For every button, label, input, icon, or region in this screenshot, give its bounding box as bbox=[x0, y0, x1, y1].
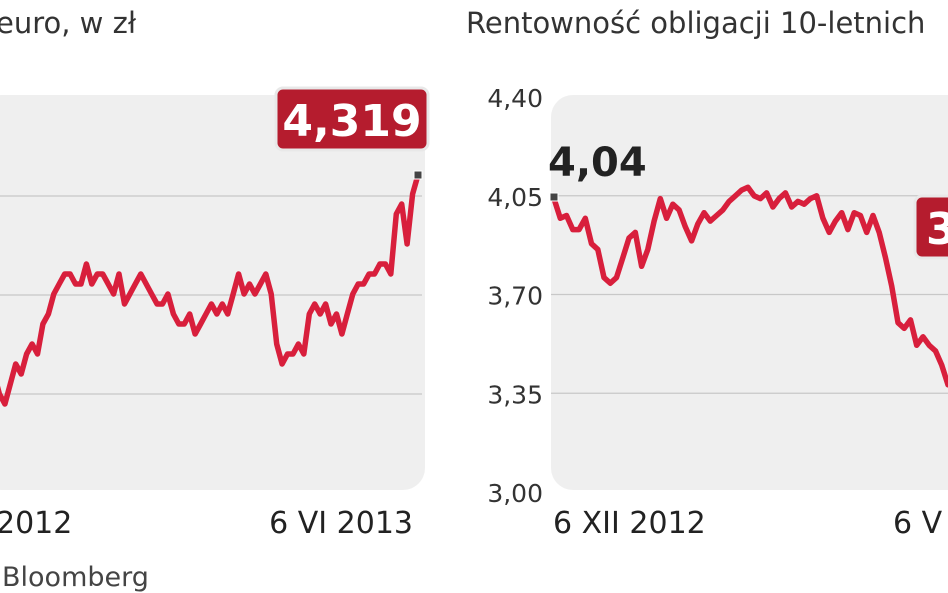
right-y-tick-label: 3,35 bbox=[487, 380, 543, 409]
left-series-line bbox=[0, 172, 421, 407]
right-y-tick-label: 4,05 bbox=[487, 183, 543, 212]
left-plot-area bbox=[0, 95, 425, 490]
left-x-tick-label-0: 2012 bbox=[0, 506, 72, 541]
right-end-value-badge bbox=[913, 194, 948, 260]
right-y-axis: 4,40 4,05 3,70 3,35 3,00 bbox=[487, 84, 543, 508]
right-gridlines bbox=[551, 195, 948, 394]
left-end-value-badge bbox=[274, 86, 430, 152]
right-y-tick-label: 4,40 bbox=[487, 84, 543, 113]
right-series-line bbox=[551, 184, 948, 388]
left-chart-title: euro, w zł bbox=[0, 6, 137, 40]
right-x-tick-label-0: 6 XII 2012 bbox=[553, 506, 706, 541]
right-chart-title: Rentowność obligacji 10-letnich bbox=[466, 6, 925, 40]
left-end-marker bbox=[413, 170, 423, 180]
left-chart: euro, w zł 4,319 2012 6 VI 2013 Bloomber… bbox=[0, 6, 430, 593]
right-y-tick-label: 3,00 bbox=[487, 479, 543, 508]
source-label: Bloomberg bbox=[2, 562, 149, 593]
right-plot-area bbox=[551, 95, 948, 490]
right-start-marker bbox=[549, 192, 559, 202]
right-x-tick-label-1: 6 V bbox=[893, 506, 943, 541]
left-x-tick-label-1: 6 VI 2013 bbox=[269, 506, 413, 541]
left-series bbox=[0, 172, 421, 407]
right-y-tick-label: 3,70 bbox=[487, 282, 543, 311]
right-chart: Rentowność obligacji 10-letnich 4,40 4,05… bbox=[466, 6, 948, 541]
right-start-value-label: 4,04 bbox=[548, 140, 647, 186]
left-end-value-label: 4,319 bbox=[282, 96, 421, 147]
right-series bbox=[551, 184, 948, 388]
right-end-value-label: 3 bbox=[926, 204, 948, 255]
